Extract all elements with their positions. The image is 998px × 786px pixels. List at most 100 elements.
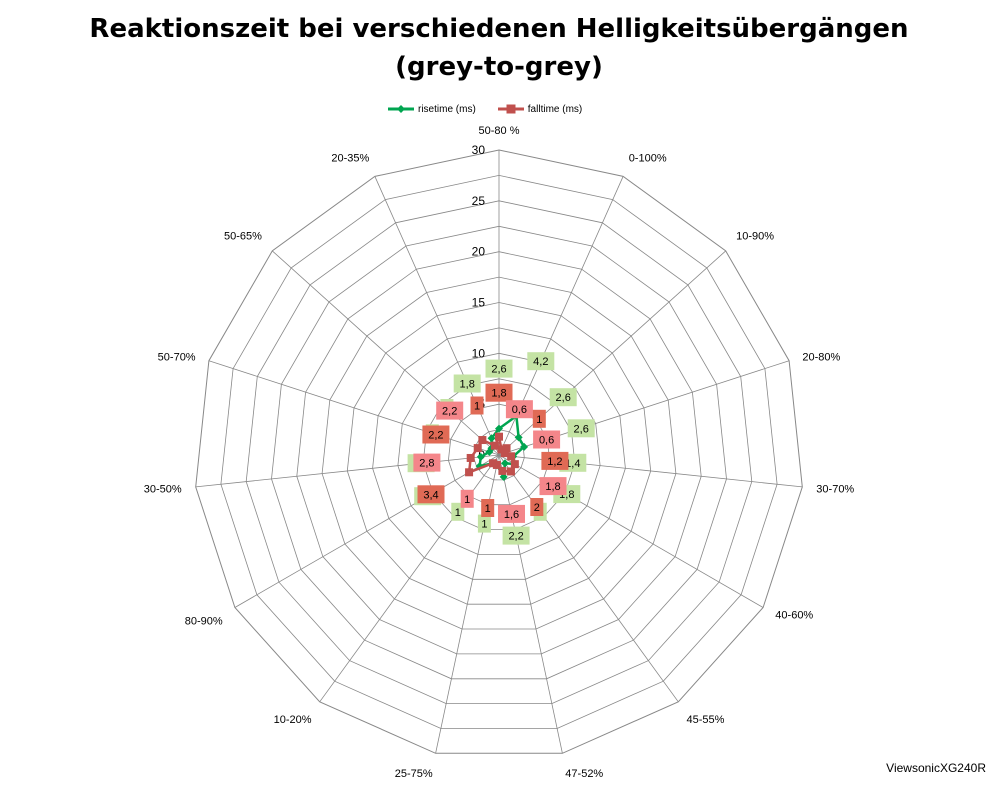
tick-label: 30 — [472, 143, 486, 157]
data-label-text: 2 — [534, 502, 540, 514]
data-label-text: 1,4 — [565, 458, 580, 470]
series-point — [498, 466, 507, 475]
grid-ring — [372, 327, 626, 580]
category-label: 80-90% — [185, 616, 223, 628]
data-label: 2,2 — [502, 526, 530, 545]
series-point — [514, 433, 523, 442]
series-point — [495, 424, 503, 433]
legend-label-risetime: risetime (ms) — [418, 103, 476, 115]
data-label-bg — [477, 514, 491, 533]
category-label: 40-60% — [775, 610, 813, 622]
data-label-text: 2,2 — [442, 406, 457, 418]
data-label: 2,6 — [485, 359, 513, 378]
grid-ring — [296, 251, 702, 655]
data-label-bg — [485, 383, 513, 402]
chart-title: Reaktionszeit bei verschiedenen Helligke… — [0, 10, 998, 86]
data-label: 0,6 — [505, 400, 533, 419]
data-label-bg — [485, 359, 513, 378]
series-point — [487, 434, 496, 443]
series-point — [506, 467, 515, 476]
data-label-bg — [417, 485, 445, 504]
series-point — [465, 468, 474, 477]
data-label: 1 — [532, 409, 546, 428]
data-label-text: 1,8 — [545, 481, 560, 493]
series-point — [473, 444, 482, 453]
series-point — [490, 441, 499, 450]
credit-label: ViewsonicXG240R — [886, 761, 986, 775]
data-label-bg — [505, 400, 533, 419]
grid-spoke — [208, 360, 500, 456]
data-label-text: 2,6 — [556, 392, 571, 404]
category-label: 30-50% — [144, 483, 182, 495]
data-label-text: 2,6 — [574, 423, 589, 435]
tick-label: 10 — [472, 346, 486, 360]
data-label-text: 2,8 — [419, 458, 434, 470]
data-label: 2,2 — [422, 425, 450, 444]
category-label: 10-20% — [274, 714, 312, 726]
radar-grid — [195, 149, 803, 754]
category-label: 0-100% — [629, 153, 667, 165]
data-label-bg — [532, 409, 546, 428]
category-labels: 50-80 % 0-100% 10-90% 20-80% 30-70% 40-60% 45-… — [144, 125, 855, 780]
series-point — [476, 452, 485, 461]
data-label-text: 1 — [536, 414, 542, 426]
data-label-text: 1,8 — [491, 388, 506, 400]
category-label: 45-55% — [687, 714, 725, 726]
series-point — [507, 452, 516, 461]
chart-title-line-2: (grey-to-grey) — [395, 52, 603, 82]
series-point — [500, 459, 509, 468]
data-label-text: 2,2 — [428, 430, 443, 442]
series-falltime — [465, 432, 519, 477]
data-label-text: 1,2 — [547, 456, 562, 468]
grid-ring — [346, 302, 652, 605]
data-label-bg — [460, 489, 474, 508]
grid-spoke — [498, 454, 679, 703]
tick-label: 25 — [472, 194, 486, 208]
grid-ring — [220, 174, 778, 729]
grid-ring — [422, 378, 576, 530]
data-label-bg — [530, 498, 544, 516]
data-label-text: 1 — [485, 503, 491, 515]
data-label: 1 — [460, 489, 474, 508]
tick-label: 15 — [472, 296, 486, 310]
data-label-bg — [422, 425, 450, 444]
data-label-text: 3,4 — [423, 489, 438, 501]
grid-spoke — [498, 454, 563, 754]
data-label-text: 0,6 — [539, 435, 554, 447]
data-label-bg — [527, 352, 555, 371]
grid-spoke — [498, 454, 764, 608]
data-label-text: 1 — [455, 507, 461, 519]
grid-ring — [245, 200, 753, 704]
series-point — [502, 444, 511, 453]
data-label: 1 — [481, 499, 495, 517]
category-label: 50-65% — [224, 231, 262, 243]
data-label-bg — [533, 430, 561, 449]
category-label: 20-35% — [331, 153, 369, 165]
data-label: 1 — [470, 396, 484, 415]
data-label: 2,6 — [567, 419, 595, 438]
data-label-bg — [453, 374, 481, 393]
data-label-text: 4,2 — [533, 356, 548, 368]
data-label: 2,8 — [413, 453, 441, 472]
data-label-bg — [481, 499, 495, 517]
legend-item-falltime: falltime (ms) — [497, 103, 583, 115]
data-label-bg — [470, 396, 484, 415]
legend-swatch-falltime — [497, 104, 524, 114]
data-label-bg — [502, 526, 530, 545]
category-label: 50-70% — [158, 351, 196, 363]
legend-label-falltime: falltime (ms) — [527, 103, 583, 115]
data-label: 0,6 — [533, 430, 561, 449]
series-point — [520, 442, 529, 451]
category-label: 20-80% — [802, 351, 840, 363]
data-label: 2,6 — [549, 388, 577, 407]
grid-ring — [195, 149, 803, 754]
data-label: 3,4 — [417, 485, 445, 504]
legend-item-risetime: risetime (ms) — [388, 104, 476, 115]
category-label: 30-70% — [816, 483, 854, 495]
data-label-bg — [539, 477, 567, 496]
series-point — [489, 459, 498, 468]
data-label: 2,2 — [436, 401, 464, 420]
data-label: 1,2 — [541, 451, 569, 470]
data-label-bg — [498, 504, 525, 523]
data-label-bg — [541, 451, 569, 470]
